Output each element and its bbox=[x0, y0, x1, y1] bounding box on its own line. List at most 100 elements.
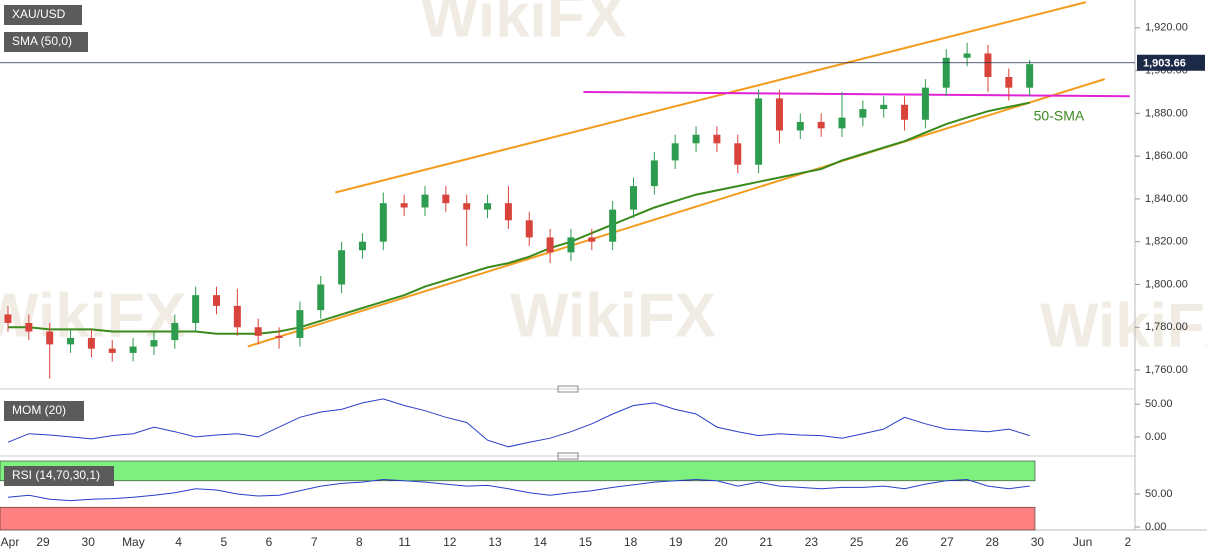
candle-body bbox=[296, 310, 304, 338]
candle-body bbox=[463, 203, 471, 210]
x-tick-label: 18 bbox=[624, 535, 638, 549]
legend-box[interactable] bbox=[4, 401, 84, 421]
candle-body bbox=[859, 109, 867, 118]
last-price-label: 1,903.66 bbox=[1143, 58, 1186, 70]
candle-body bbox=[25, 322, 33, 332]
candle-body bbox=[901, 104, 909, 120]
x-tick-label: 6 bbox=[266, 535, 273, 549]
x-tick-label: 28 bbox=[986, 535, 1000, 549]
watermark: WikiFX bbox=[510, 281, 716, 350]
candle-body bbox=[838, 117, 846, 129]
candle-body bbox=[525, 220, 533, 238]
candle-body bbox=[421, 194, 429, 208]
x-tick-label: 27 bbox=[940, 535, 954, 549]
x-tick-label: 11 bbox=[398, 535, 411, 549]
legend-box[interactable] bbox=[4, 32, 88, 52]
candle-body bbox=[400, 203, 408, 208]
candle-body bbox=[1005, 77, 1013, 88]
candle-body bbox=[358, 241, 366, 251]
candle-body bbox=[338, 250, 346, 285]
candle-body bbox=[379, 203, 387, 242]
legends: XAU/USD SMA (50,0) MOM (20) RSI (14,70,3… bbox=[4, 5, 114, 486]
candle-body bbox=[609, 209, 617, 242]
panel-grip[interactable] bbox=[557, 385, 579, 393]
candle-body bbox=[713, 134, 721, 144]
y-tick-label: 1,760.00 bbox=[1145, 364, 1188, 376]
trendline bbox=[247, 78, 1106, 348]
trendline bbox=[335, 1, 1087, 194]
y-tick-label: 1,860.00 bbox=[1145, 150, 1188, 162]
candle-body bbox=[755, 98, 763, 165]
candle-body bbox=[87, 337, 95, 349]
trendline bbox=[583, 90, 1130, 98]
y-tick-label: 0.00 bbox=[1145, 521, 1166, 533]
candle-body bbox=[254, 327, 262, 336]
watermark: WikiFX bbox=[420, 0, 626, 50]
candle-body bbox=[192, 295, 200, 323]
x-tick-label: 13 bbox=[488, 535, 502, 549]
legend-rsi: RSI (14,70,30,1) bbox=[12, 468, 100, 482]
candle-body bbox=[671, 143, 679, 161]
candle-body bbox=[921, 87, 929, 120]
x-tick-label: 26 bbox=[895, 535, 909, 549]
candle-body bbox=[67, 337, 75, 345]
y-tick-label: 50.00 bbox=[1145, 398, 1173, 410]
candle-body bbox=[213, 295, 220, 306]
candle-body bbox=[650, 160, 658, 187]
candle-body bbox=[796, 121, 804, 131]
rsi-line bbox=[7, 478, 1030, 502]
y-tick-label: 1,840.00 bbox=[1145, 193, 1188, 205]
x-tick-label: 4 bbox=[175, 535, 182, 549]
x-tick-label: 12 bbox=[443, 535, 457, 549]
candle-body bbox=[775, 98, 783, 131]
y-tick-label: 1,880.00 bbox=[1145, 107, 1188, 119]
x-tick-label: May bbox=[122, 535, 145, 549]
watermarks: WikiFX WikiFX WikiFX WikiFX bbox=[0, 0, 1207, 360]
x-tick-label: 30 bbox=[82, 535, 96, 549]
candle-body bbox=[942, 57, 950, 88]
x-tick-label: 2 bbox=[1124, 535, 1131, 549]
candle-body bbox=[317, 284, 325, 311]
legend-mom: MOM (20) bbox=[12, 403, 66, 417]
x-tick-label: 5 bbox=[220, 535, 227, 549]
panel-grip[interactable] bbox=[557, 452, 579, 460]
y-tick-label: 50.00 bbox=[1145, 488, 1173, 500]
candle-body bbox=[817, 121, 825, 129]
x-tick-label: 7 bbox=[311, 535, 318, 549]
x-tick-label: 29 bbox=[36, 535, 50, 549]
candle-body bbox=[150, 340, 158, 347]
candle-body bbox=[504, 203, 512, 221]
legend-box[interactable] bbox=[4, 466, 114, 486]
x-tick-label: Apr bbox=[1, 535, 20, 549]
y-tick-label: 1,800.00 bbox=[1145, 278, 1188, 290]
last-price-box bbox=[1137, 54, 1205, 71]
candle-body bbox=[546, 237, 554, 253]
watermark: WikiFX bbox=[1040, 291, 1207, 360]
y-tick-label: 1,820.00 bbox=[1145, 236, 1188, 248]
candle-body bbox=[46, 331, 54, 345]
x-tick-label: Jun bbox=[1073, 535, 1092, 549]
y-tick-label: 1,920.00 bbox=[1145, 22, 1188, 34]
legend-indicator: SMA (50,0) bbox=[12, 34, 72, 48]
x-tick-label: 23 bbox=[805, 535, 819, 549]
candle-body bbox=[567, 237, 575, 253]
candle-body bbox=[275, 335, 283, 338]
candle-body bbox=[171, 322, 179, 341]
oversold-band bbox=[0, 506, 1036, 531]
overbought-band bbox=[0, 460, 1036, 482]
candle-body bbox=[963, 53, 971, 58]
candle-body bbox=[108, 348, 116, 353]
candle-body bbox=[984, 53, 992, 77]
legend-box[interactable] bbox=[4, 5, 82, 25]
x-tick-label: 21 bbox=[760, 535, 774, 549]
candle-body bbox=[233, 305, 241, 328]
candle-body bbox=[734, 143, 742, 165]
y-tick-label: 0.00 bbox=[1145, 431, 1166, 443]
candle-body bbox=[484, 203, 492, 210]
x-tick-label: 20 bbox=[714, 535, 728, 549]
candle-body bbox=[129, 346, 137, 353]
x-tick-label: 15 bbox=[579, 535, 593, 549]
candle-body bbox=[692, 134, 700, 144]
